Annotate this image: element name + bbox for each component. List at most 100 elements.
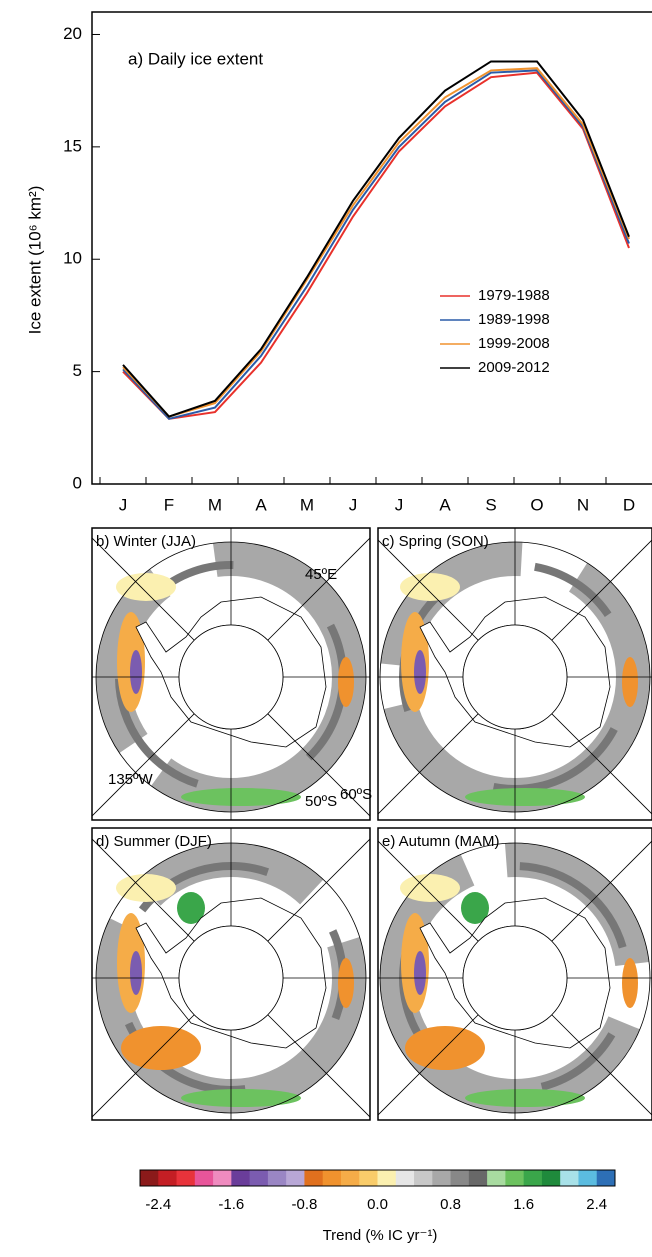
panel-frame xyxy=(91,827,371,1121)
blob-green xyxy=(181,1089,301,1107)
colorbar-cell xyxy=(560,1170,579,1186)
colorbar-cell xyxy=(468,1170,488,1186)
colorbar-cell xyxy=(432,1170,452,1186)
panel-title: e) Autumn (MAM) xyxy=(382,833,500,850)
blob-orange xyxy=(338,657,354,707)
map-panel xyxy=(378,828,652,1120)
colorbar-cell xyxy=(541,1170,561,1186)
legend-label: 1989-1998 xyxy=(478,311,550,328)
blob-yellow xyxy=(400,573,460,601)
colorbar-cell xyxy=(194,1170,214,1186)
colorbar-cell xyxy=(176,1170,196,1186)
colorbar-cell xyxy=(395,1170,415,1186)
map-label: 60ºS xyxy=(340,786,372,803)
blob-green xyxy=(181,788,301,806)
colorbar-cell xyxy=(487,1170,506,1186)
pole-cap xyxy=(178,624,284,730)
y-tick-label: 10 xyxy=(63,249,82,268)
colorbar-cell xyxy=(158,1170,178,1186)
series-line xyxy=(122,60,630,418)
colorbar-cell xyxy=(578,1170,598,1186)
colorbar-cell xyxy=(596,1170,616,1186)
pole-cap xyxy=(462,925,568,1031)
series-line xyxy=(122,67,630,418)
blob-orange xyxy=(622,958,638,1008)
x-tick-label: J xyxy=(349,495,358,514)
panel-frame xyxy=(377,827,652,1121)
colorbar-cell xyxy=(267,1170,287,1186)
colorbar-tick-label: 2.4 xyxy=(586,1196,607,1213)
pole-cap xyxy=(462,624,568,730)
x-tick-label: S xyxy=(485,495,496,514)
colorbar-label: Trend (% IC yr⁻¹) xyxy=(323,1227,438,1244)
panel-frame xyxy=(91,527,371,821)
x-tick-label: M xyxy=(208,495,222,514)
colorbar-cell xyxy=(249,1170,269,1186)
legend-label: 1999-2008 xyxy=(478,335,550,352)
legend-label: 1979-1988 xyxy=(478,287,550,304)
plot-frame xyxy=(91,11,652,485)
colorbar-cell xyxy=(359,1170,378,1186)
blob-purple xyxy=(130,951,142,995)
map-label: 45ºE xyxy=(305,566,337,583)
blob-yellow xyxy=(400,874,460,902)
blob-green xyxy=(465,788,585,806)
colorbar-cell xyxy=(322,1170,342,1186)
panel-title: c) Spring (SON) xyxy=(382,533,489,550)
map-panel xyxy=(378,528,652,820)
colorbar-frame xyxy=(139,1169,616,1187)
y-axis-label: Ice extent (10⁶ km²) xyxy=(25,186,44,335)
x-tick-label: N xyxy=(577,495,589,514)
colorbar-cell xyxy=(505,1170,525,1186)
legend-label: 2009-2012 xyxy=(478,359,550,376)
colorbar-cell xyxy=(286,1170,305,1186)
ice-ring-inner xyxy=(399,862,631,1094)
map-panel xyxy=(92,528,370,820)
colorbar-tick-label: -0.8 xyxy=(291,1196,317,1213)
ice-ring-inner xyxy=(399,561,631,793)
colorbar-tick-label: -1.6 xyxy=(218,1196,244,1213)
map-label: 135ºW xyxy=(108,771,154,788)
lines xyxy=(122,60,630,420)
blob-purple xyxy=(414,650,426,694)
colorbar-tick-label: 0.8 xyxy=(440,1196,461,1213)
blob-purple xyxy=(414,951,426,995)
x-tick-label: O xyxy=(530,495,543,514)
x-tick-label: J xyxy=(119,495,128,514)
colorbar-cell xyxy=(140,1170,159,1186)
colorbar-cell xyxy=(231,1170,251,1186)
colorbar-tick-label: 0.0 xyxy=(367,1196,388,1213)
y-tick-label: 5 xyxy=(73,361,82,380)
y-tick-label: 15 xyxy=(63,136,82,155)
ice-ring xyxy=(380,542,650,812)
map-label: 50ºS xyxy=(305,793,337,810)
panel-frame xyxy=(377,527,652,821)
x-tick-label: A xyxy=(255,495,267,514)
colorbar-tick-label: -2.4 xyxy=(145,1196,171,1213)
panel-title: d) Summer (DJF) xyxy=(96,833,212,850)
blob-yellow xyxy=(116,874,176,902)
annotation: a) Daily ice extent xyxy=(128,49,263,68)
colorbar-tick-label: 1.6 xyxy=(513,1196,534,1213)
x-tick-label: A xyxy=(439,495,451,514)
blob-green xyxy=(177,892,205,924)
blob-yellow xyxy=(116,573,176,601)
colorbar-cell xyxy=(414,1170,433,1186)
panel-title: b) Winter (JJA) xyxy=(96,533,196,550)
map-panel xyxy=(92,828,370,1120)
x-tick-label: D xyxy=(623,495,635,514)
colorbar-cell xyxy=(213,1170,232,1186)
blob-green xyxy=(461,892,489,924)
colorbar-cell xyxy=(377,1170,397,1186)
colorbar-cell xyxy=(340,1170,360,1186)
blob-orange xyxy=(622,657,638,707)
blob-purple xyxy=(130,650,142,694)
x-tick-label: M xyxy=(300,495,314,514)
colorbar-cell xyxy=(304,1170,324,1186)
pole-cap xyxy=(178,925,284,1031)
y-tick-label: 20 xyxy=(63,24,82,43)
series-line xyxy=(122,69,630,420)
colorbar-cell xyxy=(523,1170,543,1186)
y-tick-label: 0 xyxy=(73,473,82,492)
